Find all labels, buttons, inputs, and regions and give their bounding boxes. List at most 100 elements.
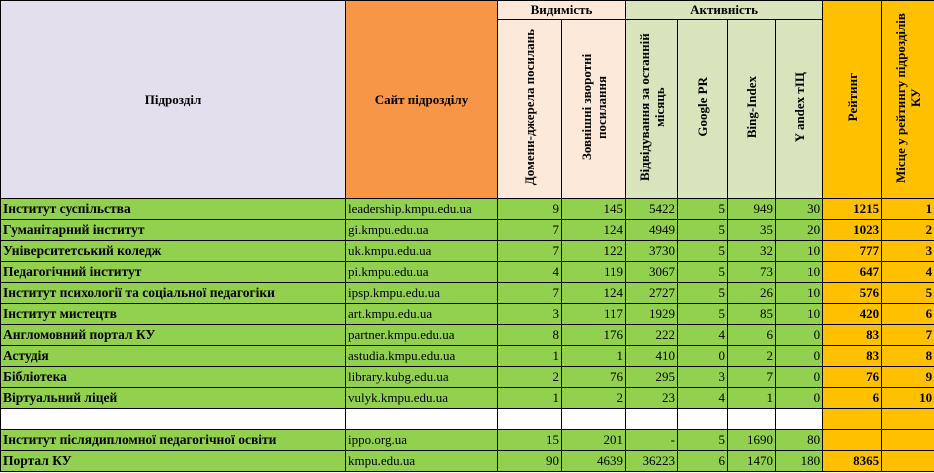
cell-visits: 2727: [625, 282, 679, 304]
cell-visits: 3067: [625, 261, 679, 283]
cell-visits: 23: [625, 387, 679, 409]
cell-yandex-tic: 10: [775, 240, 824, 262]
cell-backlinks: 117: [560, 303, 627, 325]
cell-site: ipsp.kmpu.edu.ua: [345, 282, 498, 304]
cell-visits: 295: [625, 366, 679, 388]
cell-domains: 1: [497, 345, 562, 367]
cell-rating: 6: [822, 387, 883, 409]
table-row: Бібліотека library.kubg.edu.ua 2 76 295 …: [0, 366, 934, 388]
header-site: Сайт підрозділу: [345, 0, 498, 199]
cell-yandex-tic: 0: [775, 366, 824, 388]
cell-site: art.kmpu.edu.ua: [345, 303, 498, 325]
cell-backlinks: 4639: [560, 450, 627, 472]
cell-bing-index: 7: [727, 366, 777, 388]
cell-bing-index: 949: [727, 198, 777, 220]
cell-visits: 1929: [625, 303, 679, 325]
header-activity: Активність: [625, 0, 824, 21]
cell-google-pr: 5: [677, 219, 729, 241]
header-subdivision: Підрозділ: [0, 0, 346, 199]
cell-domains: 9: [497, 198, 562, 220]
header-domains: Домени-джерела посилань: [497, 19, 562, 199]
table-row: Астудія astudia.kmpu.edu.ua 1 1 410 0 2 …: [0, 345, 934, 367]
header-place: Місце у рейтингу підрозділів КУ: [881, 0, 934, 199]
table-row: Інститут післядипломної педагогічної осв…: [0, 429, 934, 451]
cell-yandex-tic: 10: [775, 303, 824, 325]
cell-yandex-tic: 180: [775, 450, 824, 472]
cell-visits: 222: [625, 324, 679, 346]
cell-backlinks: 2: [560, 387, 627, 409]
cell-place: 1: [881, 198, 934, 220]
cell-google-pr: 6: [677, 450, 729, 472]
cell-google-pr: 5: [677, 261, 729, 283]
cell-place: 2: [881, 219, 934, 241]
cell-google-pr: 5: [677, 429, 729, 451]
header-rating: Рейтинг: [822, 0, 883, 199]
cell-bing-index: 1: [727, 387, 777, 409]
cell-rating: [822, 429, 883, 451]
cell-rating: 420: [822, 303, 883, 325]
table-row: Інститут психології та соціальної педаго…: [0, 282, 934, 304]
cell-google-pr: 3: [677, 366, 729, 388]
cell-place: [881, 429, 934, 451]
cell-google-pr: 4: [677, 387, 729, 409]
cell-rating: 777: [822, 240, 883, 262]
table-row: Педагогічний інститут pi.kmpu.edu.ua 4 1…: [0, 261, 934, 283]
table-row: Віртуальний ліцей vulyk.kmpu.edu.ua 1 2 …: [0, 387, 934, 409]
cell-backlinks: 1: [560, 345, 627, 367]
cell-yandex-tic: 80: [775, 429, 824, 451]
cell-name: Педагогічний інститут: [0, 261, 346, 283]
cell-google-pr: 5: [677, 198, 729, 220]
cell-domains: 1: [497, 387, 562, 409]
cell-site: partner.kmpu.edu.ua: [345, 324, 498, 346]
cell-backlinks: 76: [560, 366, 627, 388]
cell-google-pr: 5: [677, 303, 729, 325]
cell-name: Англомовний портал КУ: [0, 324, 346, 346]
cell-visits: -: [625, 429, 679, 451]
cell-domains: 3: [497, 303, 562, 325]
cell-backlinks: 145: [560, 198, 627, 220]
cell-bing-index: 26: [727, 282, 777, 304]
cell-visits: 36223: [625, 450, 679, 472]
table-row: Інститут суспільства leadership.kmpu.edu…: [0, 198, 934, 220]
cell-backlinks: 124: [560, 219, 627, 241]
cell-place: 8: [881, 345, 934, 367]
table-row: Інститут мистецтв art.kmpu.edu.ua 3 117 …: [0, 303, 934, 325]
cell-site: ippo.org.ua: [345, 429, 498, 451]
cell-name: Інститут психології та соціальної педаго…: [0, 282, 346, 304]
cell-bing-index: 1470: [727, 450, 777, 472]
cell-rating: 8365: [822, 450, 883, 472]
cell-backlinks: 124: [560, 282, 627, 304]
cell-bing-index: 2: [727, 345, 777, 367]
cell-site: kmpu.edu.ua: [345, 450, 498, 472]
cell-google-pr: 5: [677, 240, 729, 262]
cell-rating: 576: [822, 282, 883, 304]
table-row: Англомовний портал КУ partner.kmpu.edu.u…: [0, 324, 934, 346]
header-visibility: Видимість: [496, 0, 627, 21]
cell-place: 10: [881, 387, 934, 409]
cell-yandex-tic: 0: [775, 345, 824, 367]
cell-domains: 90: [497, 450, 562, 472]
cell-site: pi.kmpu.edu.ua: [345, 261, 498, 283]
cell-bing-index: 1690: [727, 429, 777, 451]
cell-site: astudia.kmpu.edu.ua: [345, 345, 498, 367]
cell-place: 4: [881, 261, 934, 283]
cell-visits: 3730: [625, 240, 679, 262]
cell-bing-index: 85: [727, 303, 777, 325]
cell-bing-index: 32: [727, 240, 777, 262]
cell-domains: 7: [497, 282, 562, 304]
cell-name: Портал КУ: [0, 450, 346, 472]
header-backlinks: Зовнішні зворотні посилання: [560, 19, 627, 199]
cell-backlinks: 122: [560, 240, 627, 262]
cell-domains: 15: [497, 429, 562, 451]
cell-place: 3: [881, 240, 934, 262]
cell-domains: 8: [497, 324, 562, 346]
cell-visits: 4949: [625, 219, 679, 241]
cell-domains: 7: [497, 240, 562, 262]
table-row: Гуманітарний інститут gi.kmpu.edu.ua 7 1…: [0, 219, 934, 241]
cell-google-pr: 4: [677, 324, 729, 346]
cell-name: Віртуальний ліцей: [0, 387, 346, 409]
cell-rating: 76: [822, 366, 883, 388]
header-yandex-tic: Y andex тІЦ: [775, 19, 824, 199]
table-row: Університетський коледж uk.kmpu.edu.ua 7…: [0, 240, 934, 262]
